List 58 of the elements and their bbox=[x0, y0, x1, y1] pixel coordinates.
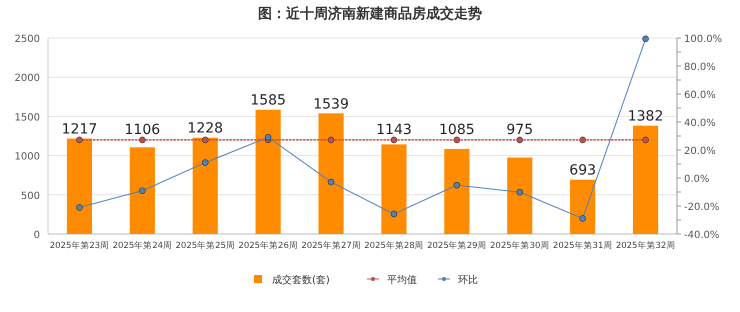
data-label: 1228 bbox=[187, 120, 224, 137]
data-label: 1539 bbox=[313, 96, 349, 112]
y2-tick-label: 20.0% bbox=[684, 146, 716, 157]
bar bbox=[570, 180, 596, 234]
x-tick-label: 2025年第24周 bbox=[112, 240, 172, 251]
bar bbox=[66, 138, 92, 234]
y2-tick-label: 80.0% bbox=[684, 62, 716, 73]
point bbox=[579, 215, 586, 222]
y2-tick-label: 60.0% bbox=[684, 90, 716, 101]
point bbox=[328, 178, 334, 186]
point bbox=[264, 134, 272, 141]
data-label: 1143 bbox=[376, 122, 412, 138]
x-tick-label: 2025年第32周 bbox=[616, 240, 676, 251]
y2-tick-label: 100.0% bbox=[684, 34, 722, 45]
chart-title: 图：近十周济南新建商品房成交走势 bbox=[258, 5, 482, 22]
point bbox=[76, 204, 83, 211]
bar bbox=[130, 147, 155, 234]
bar bbox=[444, 148, 470, 234]
x-tick-label: 2025年第25周 bbox=[176, 240, 235, 251]
data-label: 1585 bbox=[250, 92, 286, 109]
y2-tick-label: -40.0% bbox=[684, 230, 720, 241]
y-tick-label: 1500 bbox=[14, 112, 40, 124]
bar bbox=[192, 138, 218, 234]
y2-tick-label: -20.0% bbox=[684, 202, 720, 213]
data-label: 1382 bbox=[628, 108, 664, 125]
legend-label: 成交套数(套) bbox=[272, 274, 330, 286]
x-tick-label: 2025年第23周 bbox=[50, 240, 110, 251]
point bbox=[139, 187, 146, 194]
data-label: 1085 bbox=[439, 122, 475, 138]
point bbox=[454, 182, 460, 188]
x-tick-label: 2025年第30周 bbox=[490, 240, 550, 251]
y2-tick-label: 0.0% bbox=[684, 174, 710, 185]
y2-tick-label: 40.0% bbox=[684, 118, 716, 129]
legend-label: 环比 bbox=[458, 274, 478, 286]
x-tick-label: 2025年第29周 bbox=[427, 240, 487, 251]
data-label: 1217 bbox=[62, 122, 98, 138]
x-tick-label: 2025年第26周 bbox=[238, 240, 298, 251]
bar bbox=[381, 144, 407, 234]
y-tick-label: 1000 bbox=[14, 152, 40, 163]
y-tick-label: 500 bbox=[20, 190, 40, 202]
bar bbox=[256, 110, 281, 234]
point bbox=[202, 159, 209, 166]
y-tick-label: 0 bbox=[34, 230, 40, 241]
x-tick-label: 2025年第28周 bbox=[364, 240, 424, 251]
y-tick-label: 2500 bbox=[14, 34, 40, 45]
legend-label: 平均值 bbox=[387, 274, 417, 286]
y-tick-label: 2000 bbox=[14, 73, 40, 84]
point bbox=[390, 210, 398, 218]
bar bbox=[318, 113, 344, 234]
x-tick-label: 2025年第27周 bbox=[301, 240, 361, 251]
point bbox=[642, 36, 649, 42]
data-label: 693 bbox=[569, 162, 596, 179]
data-label: 975 bbox=[506, 122, 534, 138]
point bbox=[516, 188, 524, 196]
x-tick-label: 2025年第31周 bbox=[552, 240, 612, 251]
data-label: 1106 bbox=[124, 122, 160, 138]
bar bbox=[632, 126, 658, 234]
bar bbox=[507, 158, 532, 234]
